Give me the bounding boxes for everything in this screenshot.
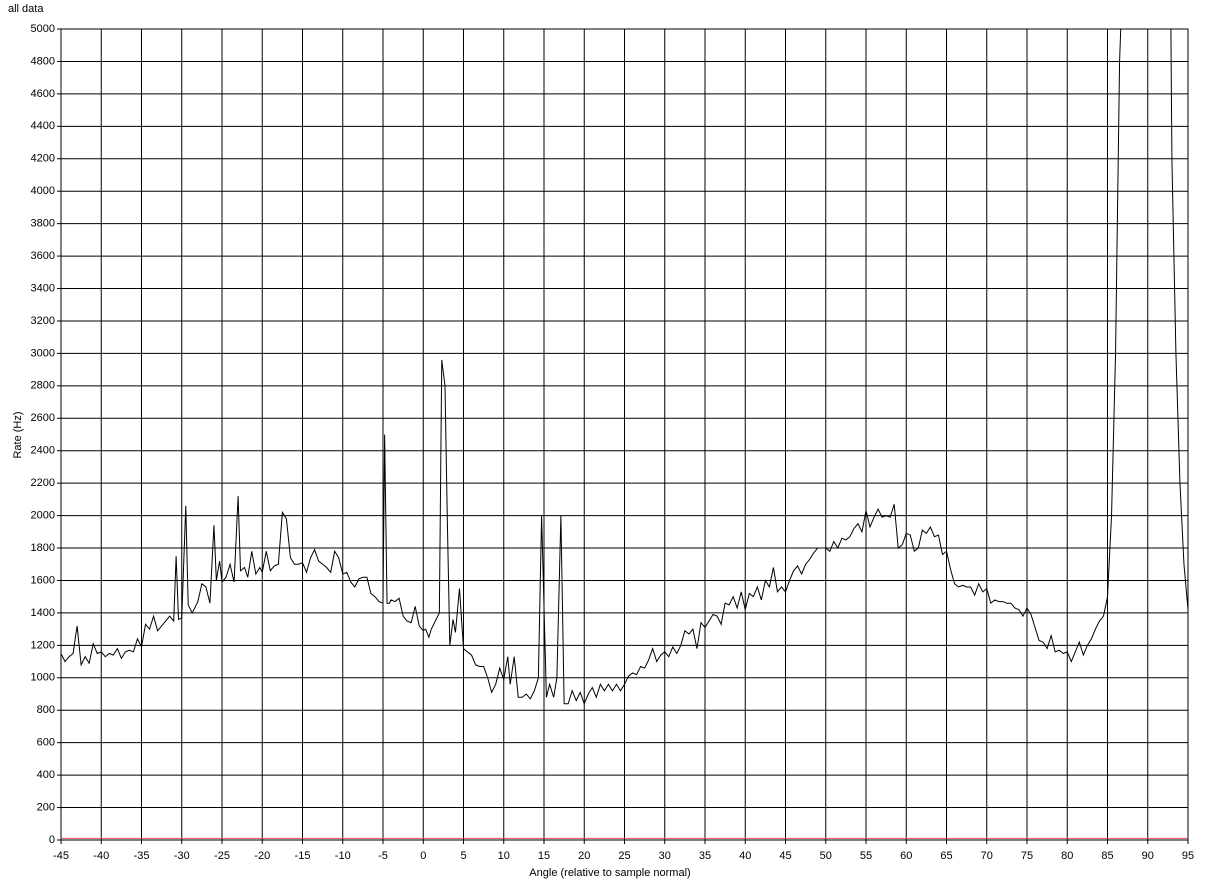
y-tick-label: 3000 (31, 347, 55, 359)
x-tick-label: 0 (420, 850, 426, 862)
x-tick-label: 20 (578, 850, 590, 862)
x-tick-label: -30 (174, 850, 190, 862)
x-tick-label: 95 (1182, 850, 1194, 862)
y-tick-label: 400 (37, 769, 55, 781)
y-tick-label: 1000 (31, 672, 55, 684)
x-tick-label: 30 (659, 850, 671, 862)
y-tick-label: 3600 (31, 250, 55, 262)
data-line (61, 29, 1188, 706)
y-tick-label: 4800 (31, 55, 55, 67)
y-tick-label: 1200 (31, 639, 55, 651)
chart-title: all data (8, 3, 44, 15)
x-tick-label: -10 (335, 850, 351, 862)
x-tick-label: -45 (53, 850, 69, 862)
y-tick-label: 4000 (31, 185, 55, 197)
y-tick-label: 2400 (31, 445, 55, 457)
y-tick-label: 1600 (31, 574, 55, 586)
y-tick-label: 1400 (31, 607, 55, 619)
x-tick-label: 70 (981, 850, 993, 862)
x-tick-label: 65 (940, 850, 952, 862)
x-tick-label: -20 (254, 850, 270, 862)
y-tick-label: 0 (49, 834, 55, 846)
x-tick-label: 60 (900, 850, 912, 862)
x-tick-label: 10 (498, 850, 510, 862)
y-tick-label: 4400 (31, 120, 55, 132)
x-tick-label: 75 (1021, 850, 1033, 862)
y-tick-label: 4600 (31, 88, 55, 100)
x-tick-label: 35 (699, 850, 711, 862)
y-tick-label: 200 (37, 801, 55, 813)
x-tick-label: 80 (1061, 850, 1073, 862)
x-tick-label: -5 (378, 850, 388, 862)
x-tick-label: -15 (295, 850, 311, 862)
x-tick-label: 25 (618, 850, 630, 862)
x-tick-label: 15 (538, 850, 550, 862)
y-tick-label: 4200 (31, 153, 55, 165)
y-tick-label: 5000 (31, 23, 55, 35)
y-tick-label: 800 (37, 704, 55, 716)
x-tick-label: -40 (93, 850, 109, 862)
y-tick-label: 3200 (31, 315, 55, 327)
y-tick-label: 3400 (31, 282, 55, 294)
y-tick-label: 2800 (31, 380, 55, 392)
plot-area (61, 29, 1188, 839)
x-tick-label: 55 (860, 850, 872, 862)
x-axis-label: Angle (relative to sample normal) (529, 867, 690, 879)
x-tick-label: 85 (1101, 850, 1113, 862)
x-tick-label: -25 (214, 850, 230, 862)
x-tick-label: 5 (460, 850, 466, 862)
plot-border (60, 28, 1189, 841)
y-tick-label: 600 (37, 737, 55, 749)
x-tick-label: 45 (779, 850, 791, 862)
x-tick-label: 40 (739, 850, 751, 862)
y-tick-label: 2600 (31, 412, 55, 424)
y-tick-label: 3800 (31, 218, 55, 230)
y-tick-label: 2200 (31, 477, 55, 489)
y-tick-label: 1800 (31, 542, 55, 554)
y-axis-label: Rate (Hz) (12, 411, 24, 458)
x-tick-label: 50 (820, 850, 832, 862)
x-tick-label: 90 (1142, 850, 1154, 862)
y-tick-label: 2000 (31, 510, 55, 522)
x-tick-label: -35 (134, 850, 150, 862)
